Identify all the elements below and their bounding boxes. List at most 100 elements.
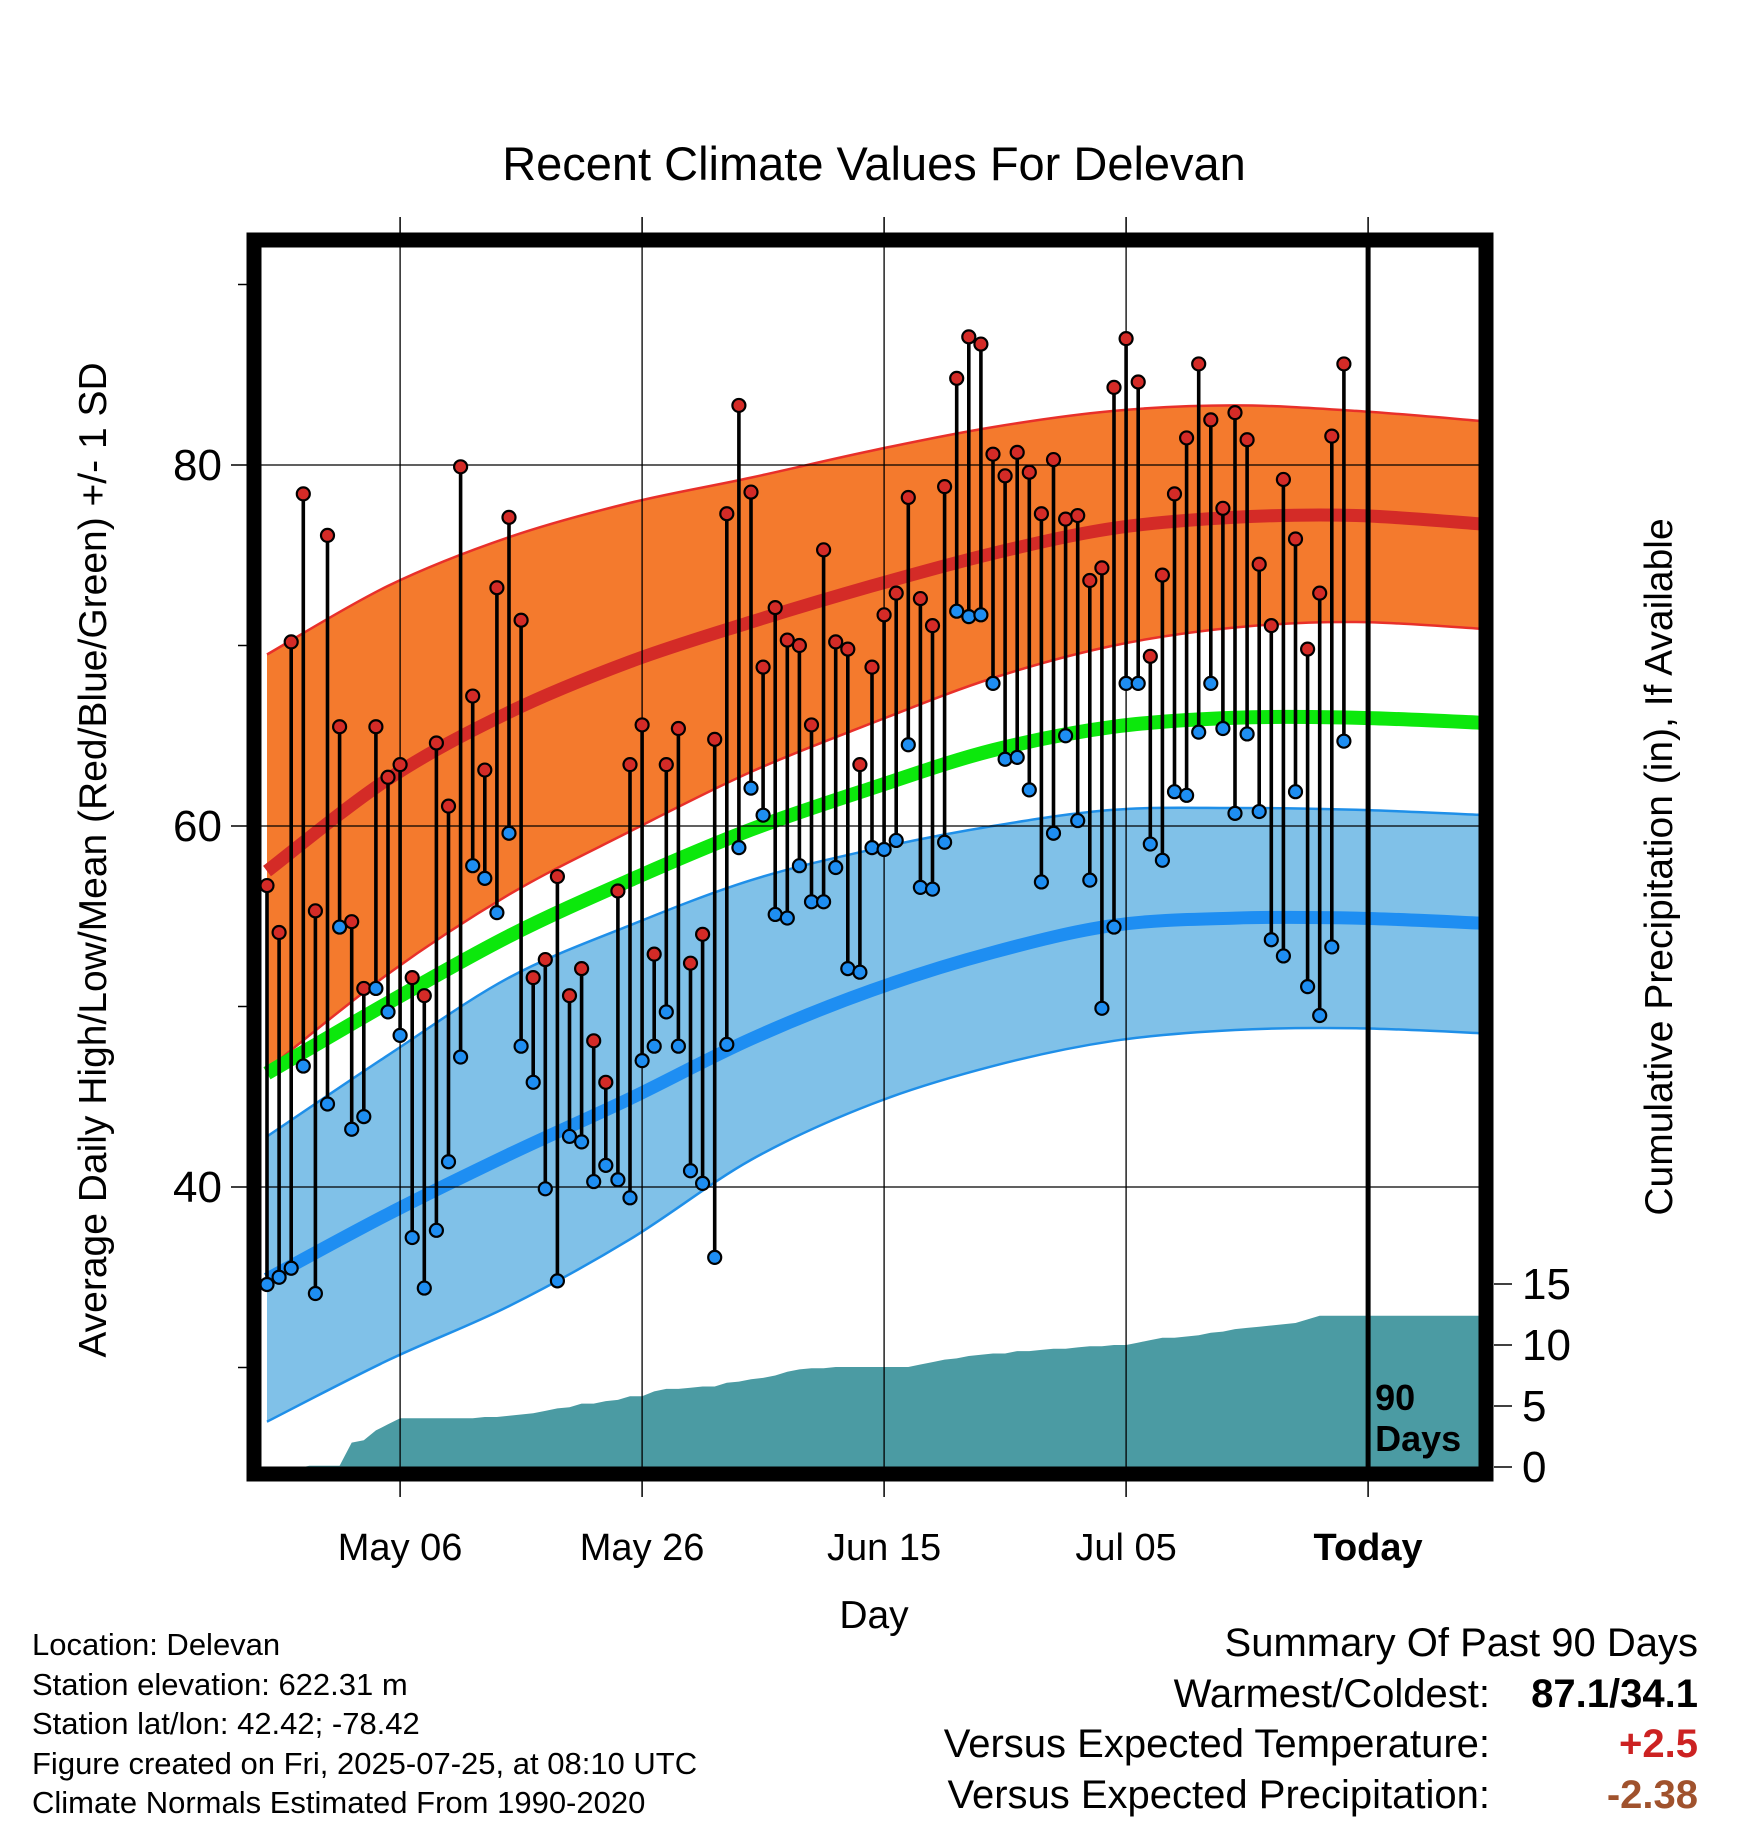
daily-high-point <box>815 542 832 558</box>
y-axis-title: Average Daily High/Low/Mean (Red/Blue/Gr… <box>72 362 115 1357</box>
daily-high-point <box>731 397 747 414</box>
daily-high-point <box>985 446 1001 462</box>
daily-low-point <box>477 870 493 886</box>
daily-high-point <box>658 757 674 773</box>
low-lower-edge <box>266 1026 1480 1423</box>
daily-high-point <box>828 634 844 650</box>
daily-high-point <box>1130 374 1146 390</box>
daily-high-point <box>1336 356 1352 372</box>
daily-low-point <box>985 675 1001 692</box>
normals-text: Climate Normals Estimated From 1990-2020 <box>32 1785 646 1820</box>
daily-high-point <box>561 988 578 1004</box>
daily-high-point <box>1299 641 1316 657</box>
daily-low-point <box>743 780 759 796</box>
daily-high-point <box>1082 572 1098 589</box>
y-tick-label: 60 <box>173 802 222 851</box>
daily-high-point <box>888 585 904 601</box>
daily-high-point <box>670 720 687 737</box>
daily-high-point <box>1275 471 1292 488</box>
summary-panel: Summary Of Past 90 Days Warmest/Coldest:… <box>944 1618 1698 1820</box>
daily-low-point <box>924 881 941 897</box>
daily-high-point <box>1142 648 1158 664</box>
daily-high-point <box>271 924 287 941</box>
daily-low-point <box>1191 724 1207 740</box>
daily-low-point <box>573 1134 590 1150</box>
y-axis-labels: 40 60 80 <box>173 441 222 1212</box>
daily-low-point <box>356 1109 372 1125</box>
daily-high-point <box>997 468 1013 484</box>
daily-low-point <box>1009 749 1025 766</box>
daily-high-point <box>513 612 529 628</box>
temp-value: +2.5 <box>1619 1722 1698 1766</box>
daily-high-point <box>767 599 783 616</box>
daily-low-point <box>755 807 771 823</box>
today-days-label-line: 90 <box>1375 1377 1415 1418</box>
daily-high-point <box>586 1033 602 1049</box>
daily-low-point <box>876 841 892 858</box>
y2-tick-label: 10 <box>1522 1321 1571 1370</box>
summary-temp-row: Versus Expected Temperature: +2.5 <box>944 1719 1698 1770</box>
daily-high-point <box>1251 556 1267 572</box>
daily-low-point <box>852 964 868 980</box>
daily-low-point <box>453 1049 469 1065</box>
daily-low-point <box>610 1172 626 1188</box>
daily-high-point <box>1106 379 1122 395</box>
daily-low-point <box>707 1249 723 1265</box>
daily-high-point <box>876 607 892 623</box>
daily-low-point <box>586 1173 602 1190</box>
y2-tick-label: 5 <box>1522 1382 1546 1431</box>
daily-low-point <box>779 910 795 926</box>
created-text: Figure created on Fri, 2025-07-25, at 08… <box>32 1745 698 1781</box>
daily-high-point <box>1021 464 1037 480</box>
daily-low-point <box>719 1036 735 1053</box>
daily-high-point <box>573 960 590 977</box>
daily-low-point <box>525 1074 541 1090</box>
daily-high-point <box>428 735 444 751</box>
daily-high-point <box>1070 507 1086 524</box>
daily-low-point <box>1033 874 1050 890</box>
daily-low-point <box>1142 836 1158 852</box>
daily-high-point <box>465 688 481 704</box>
daily-high-point <box>307 903 323 919</box>
daily-low-point <box>1312 1007 1328 1024</box>
y2-tick-label: 0 <box>1522 1443 1546 1492</box>
daily-high-point <box>1045 451 1062 468</box>
daily-low-point <box>513 1038 529 1054</box>
daily-low-point <box>537 1181 553 1197</box>
precip-area <box>267 1315 1480 1467</box>
elevation-text: Station elevation: 622.31 m <box>32 1666 408 1702</box>
daily-high-point <box>1057 511 1074 527</box>
daily-low-point <box>440 1154 457 1170</box>
daily-high-point <box>1191 356 1207 372</box>
daily-high-point <box>961 329 977 345</box>
daily-high-point <box>598 1074 614 1090</box>
x-tick-label: May 26 <box>580 1527 705 1569</box>
daily-low-point <box>368 980 384 997</box>
daily-low-point <box>332 919 348 935</box>
daily-high-point <box>416 988 432 1004</box>
daily-high-point <box>755 659 771 675</box>
daily-high-point <box>610 883 626 899</box>
high-normal-band <box>267 405 1480 1070</box>
daily-low-point <box>682 1163 699 1179</box>
daily-high-point <box>779 632 795 648</box>
daily-low-point <box>1227 805 1243 821</box>
daily-low-point <box>731 840 747 856</box>
daily-low-point <box>1324 939 1340 955</box>
warmest-label: Warmest/Coldest: <box>1173 1671 1490 1716</box>
daily-low-point <box>1287 784 1304 800</box>
plot-clip-group: 90 Days <box>261 247 1480 1467</box>
daily-high-point <box>453 459 469 475</box>
x-axis-labels: May 06 May 26 Jun 15 Jul 05 Today <box>338 1527 1423 1569</box>
y2-axis-labels: 0 5 10 15 <box>1522 1260 1571 1492</box>
daily-low-point <box>392 1027 408 1043</box>
daily-low-point <box>261 1276 275 1293</box>
daily-low-point <box>1070 812 1086 829</box>
daily-high-point <box>537 951 553 968</box>
daily-high-point <box>332 719 348 735</box>
daily-low-point <box>1154 852 1171 868</box>
daily-low-point <box>307 1285 323 1302</box>
today-days-label-line: Days <box>1375 1418 1461 1459</box>
daily-high-point <box>1094 560 1110 576</box>
